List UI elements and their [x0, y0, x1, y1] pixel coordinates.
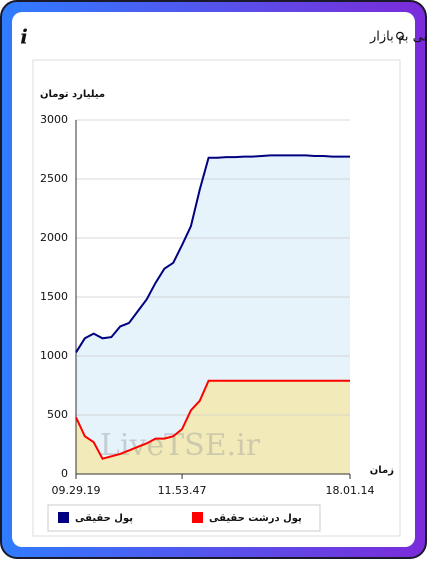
y-tick-label: 3000	[40, 113, 68, 126]
legend-swatch	[192, 512, 203, 523]
x-tick-label: 11.53.47	[158, 484, 207, 497]
y-tick-label: 2000	[40, 231, 68, 244]
y-tick-label: 500	[47, 408, 68, 421]
legend-label: پول حقیقی	[75, 513, 133, 524]
y-tick-label: 0	[61, 467, 68, 480]
series-line	[75, 379, 350, 460]
legend-box	[47, 504, 321, 532]
x-tick-label: 18.01.14	[326, 484, 375, 497]
series-area	[76, 380, 350, 474]
card-title: برآیند ورود و خروج پول حقیقی و پول درشت …	[369, 28, 427, 45]
series-line	[75, 154, 350, 353]
x-tick-label: 09.29.19	[52, 484, 101, 497]
x-axis-label: زمان	[370, 465, 394, 476]
y-axis-label: میلیارد تومان	[40, 89, 105, 100]
y-tick-label: 1000	[40, 349, 68, 362]
link-icon[interactable]: ⚲	[395, 30, 405, 46]
watermark: LiveTSE.ir	[100, 428, 261, 463]
legend-swatch	[58, 512, 69, 523]
y-tick-label: 1500	[40, 290, 68, 303]
legend-label: پول درشت حقیقی	[209, 513, 302, 524]
y-tick-label: 2500	[40, 172, 68, 185]
info-icon[interactable]: i	[20, 25, 28, 49]
